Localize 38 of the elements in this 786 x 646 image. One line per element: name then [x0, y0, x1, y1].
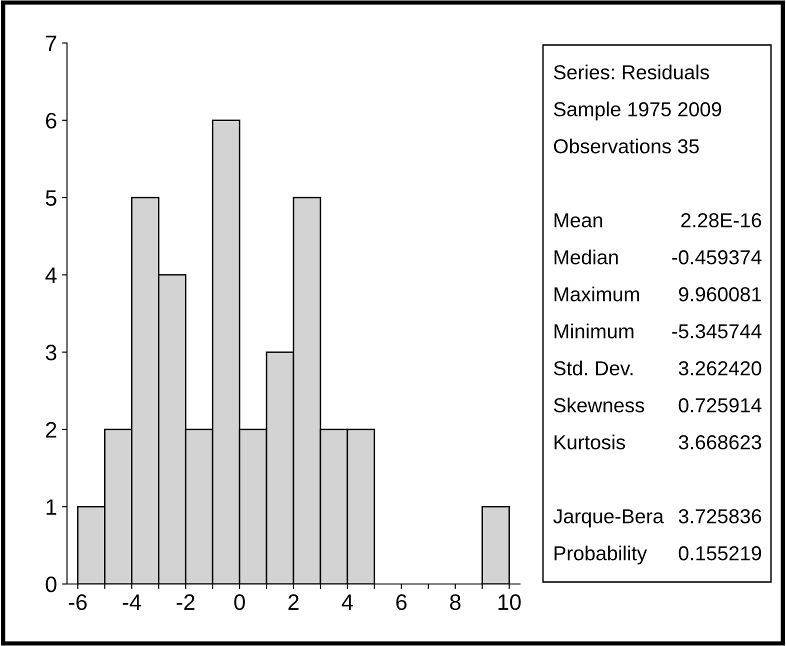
x-tick-label: -6: [68, 594, 87, 610]
x-tick-label: 6: [396, 594, 407, 610]
y-tick-label: 6: [46, 112, 56, 129]
text: Probability: [554, 546, 647, 564]
x-tick-label: 8: [450, 594, 460, 610]
y-tick-label: 7: [46, 36, 56, 52]
text: Std. Dev.: [554, 360, 633, 376]
text: 2.28E-16: [681, 213, 762, 228]
x-tick-label: 10: [498, 594, 521, 610]
text: Series: Residuals: [554, 64, 709, 80]
text: Mean: [554, 213, 602, 228]
text: 3.262420: [678, 361, 762, 376]
text: Skewness: [554, 398, 644, 412]
x-tick-label: -4: [122, 594, 141, 610]
text: 3.725836: [678, 509, 762, 524]
text: -0.459374: [672, 250, 762, 264]
y-tick-label: 1: [46, 499, 56, 515]
text: 0.725914: [678, 398, 762, 412]
y-tick-label: 5: [46, 190, 56, 206]
y-tick-label: 0: [46, 576, 56, 592]
y-tick-label: 3: [46, 344, 56, 360]
text: 0.155219: [678, 546, 762, 560]
text: 9.960081: [678, 287, 762, 302]
x-tick-label: 4: [342, 594, 353, 610]
y-tick-label: 4: [45, 268, 57, 283]
x-tick-label: -2: [176, 594, 194, 610]
text: 3.668623: [678, 435, 762, 450]
text: Median: [554, 250, 618, 264]
text: Kurtosis: [554, 434, 626, 450]
x-tick-label: 2: [288, 594, 299, 610]
text: -5.345744: [672, 324, 762, 338]
text: Observations 35: [554, 138, 699, 154]
x-tick-label: 0: [234, 594, 245, 610]
text: Jarque-Bera: [553, 509, 664, 528]
text: Maximum: [554, 286, 639, 302]
text: Sample 1975 2009: [554, 102, 722, 120]
y-tick-label: 2: [46, 422, 56, 438]
text: Minimum: [554, 324, 634, 338]
